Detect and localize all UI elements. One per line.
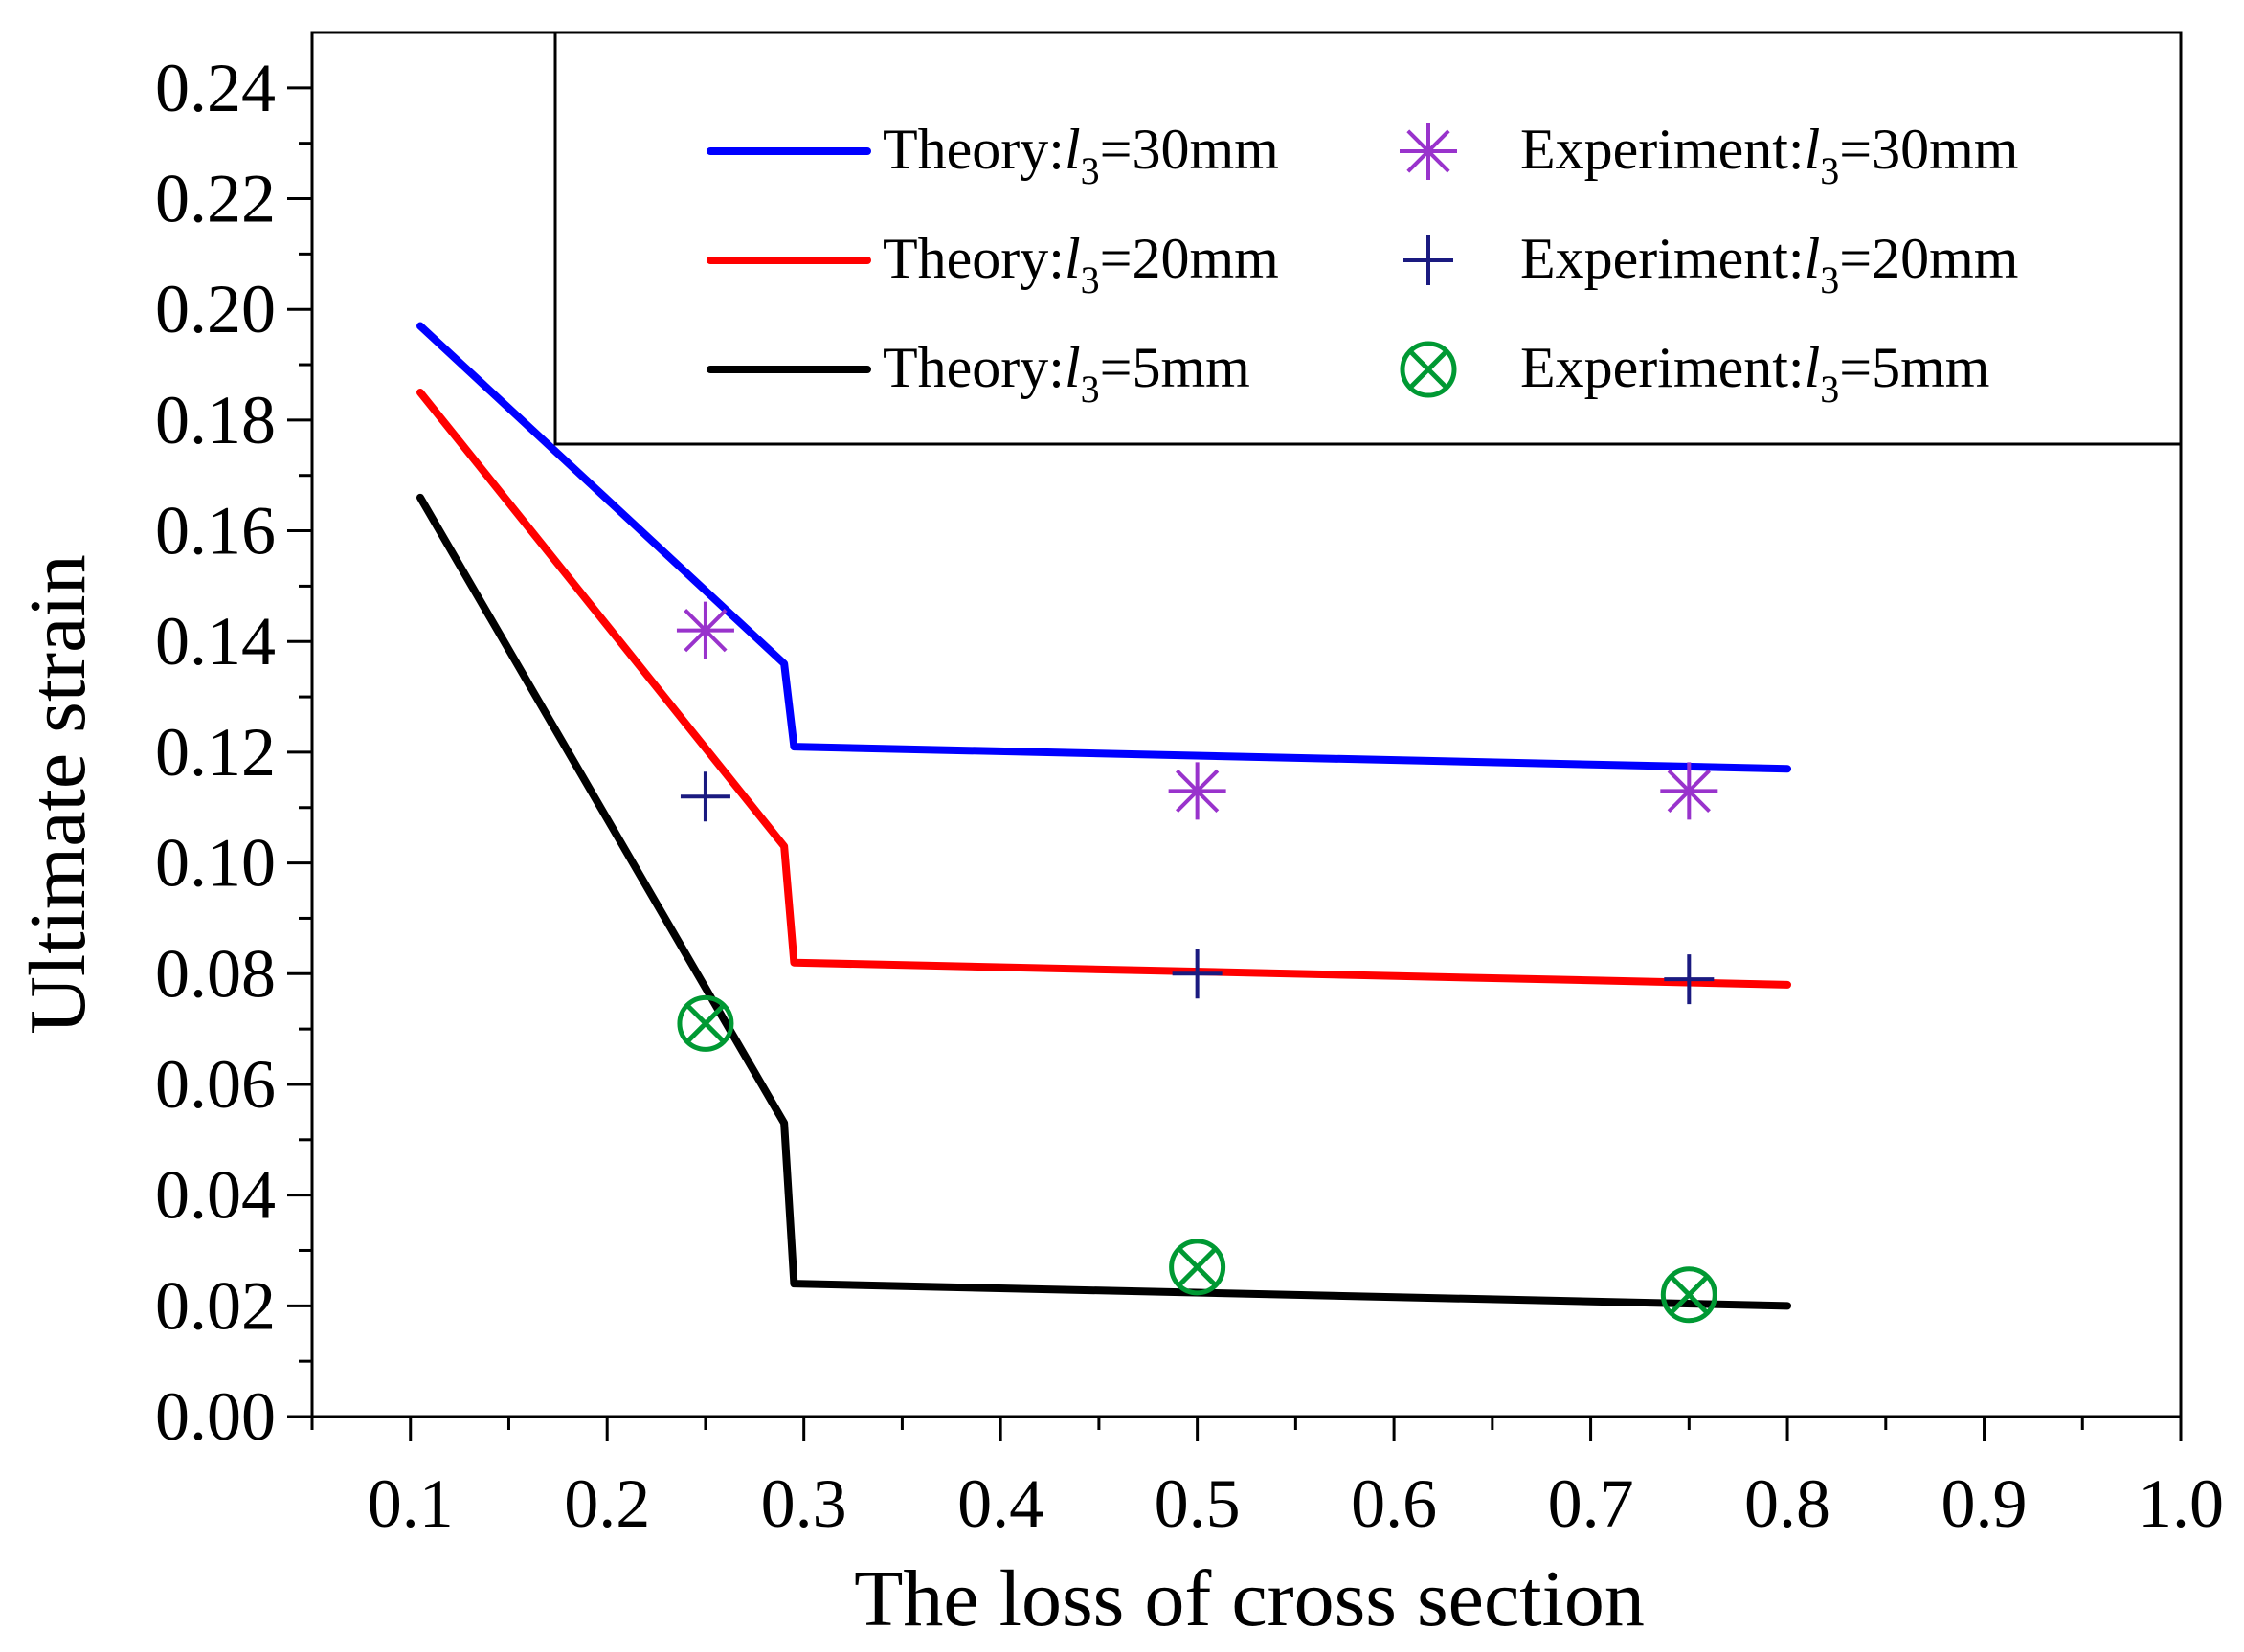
y-tick-label: 0.04: [155, 1157, 276, 1234]
legend-label-theory-2: Theory:l3=5mm: [883, 336, 1250, 411]
circle-x-ring: [677, 994, 734, 1052]
experiment-point-1-0: [680, 771, 730, 822]
circle-x-ring: [1660, 1266, 1717, 1324]
legend-marker-1: [1403, 235, 1453, 285]
asterisk-stroke: [1406, 129, 1450, 173]
circle-x-ring: [1400, 341, 1457, 398]
experiment-point-2-0: [677, 994, 734, 1052]
x-axis: 0.1 0.2 0.3 0.4 0.5 0.6 0.7 0.8 0.9 1.0: [310, 1417, 2224, 1542]
x-tick-label: 0.2: [564, 1465, 650, 1542]
legend-marker-2: [1400, 341, 1457, 398]
x-tick-label: 0.6: [1351, 1465, 1437, 1542]
theory-lines: [416, 322, 1792, 1310]
y-axis-title: Ultimate strain: [13, 554, 102, 1035]
y-tick-label: 0.16: [155, 493, 276, 569]
x-tick-label: 0.9: [1941, 1465, 2028, 1542]
asterisk-stroke: [1667, 769, 1711, 814]
theory-line-0: [416, 322, 1792, 773]
y-tick-label: 0.08: [155, 935, 276, 1012]
circle-x-diag2: [685, 1003, 726, 1044]
legend: Theory:l3=30mm Theory:l3=20mm Theory:l3=5m…: [553, 31, 2183, 446]
y-tick-label: 0.12: [155, 714, 276, 791]
experiment-point-2-2: [1660, 1266, 1717, 1324]
y-tick-label: 0.00: [155, 1378, 276, 1455]
y-tick-label: 0.18: [155, 382, 276, 458]
y-tick-label: 0.10: [155, 825, 276, 902]
experiment-points: [676, 601, 1718, 1324]
circle-x-diag2: [1669, 1274, 1710, 1315]
experiment-point-0-0: [676, 601, 734, 659]
experiment-point-0-2: [1660, 762, 1718, 820]
legend-label-theory-1: Theory:l3=20mm: [883, 227, 1279, 301]
circle-x-diag2: [1408, 349, 1448, 390]
asterisk-stroke: [1176, 769, 1220, 814]
x-tick-label: 0.7: [1548, 1465, 1634, 1542]
circle-x-diag2: [1177, 1246, 1218, 1287]
legend-marker-0: [1400, 123, 1457, 180]
x-tick-label: 0.4: [957, 1465, 1043, 1542]
theory-line-2: [416, 493, 1792, 1310]
experiment-point-1-2: [1664, 954, 1715, 1005]
theory-line-1: [416, 388, 1792, 989]
asterisk-stroke: [684, 609, 728, 653]
y-tick-label: 0.22: [155, 161, 276, 237]
legend-box: [553, 31, 2183, 446]
x-axis-title: The loss of cross section: [854, 1554, 1645, 1643]
y-axis: 0.00 0.02 0.04 0.06 0.08 0.10 0.12 0.14 0.16 0.18…: [155, 50, 312, 1455]
x-tick-label: 0.3: [761, 1465, 847, 1542]
y-tick-label: 0.02: [155, 1267, 276, 1344]
y-tick-label: 0.14: [155, 603, 276, 680]
legend-label-experiment-0: Experiment:l3=30mm: [1520, 118, 2018, 192]
legend-label-experiment-1: Experiment:l3=20mm: [1520, 227, 2018, 301]
y-tick-label: 0.06: [155, 1046, 276, 1123]
experiment-point-0-1: [1168, 762, 1226, 820]
experiment-point-2-1: [1169, 1239, 1226, 1296]
x-tick-label: 0.8: [1744, 1465, 1830, 1542]
x-tick-label: 0.5: [1155, 1465, 1241, 1542]
legend-label-theory-0: Theory:l3=30mm: [883, 118, 1279, 192]
y-tick-label: 0.24: [155, 50, 276, 126]
circle-x-ring: [1169, 1239, 1226, 1296]
y-tick-label: 0.20: [155, 271, 276, 347]
legend-label-experiment-2: Experiment:l3=5mm: [1520, 336, 1989, 411]
x-tick-label: 0.1: [368, 1465, 454, 1542]
experiment-point-1-1: [1172, 949, 1223, 999]
x-tick-label: 1.0: [2138, 1465, 2224, 1542]
